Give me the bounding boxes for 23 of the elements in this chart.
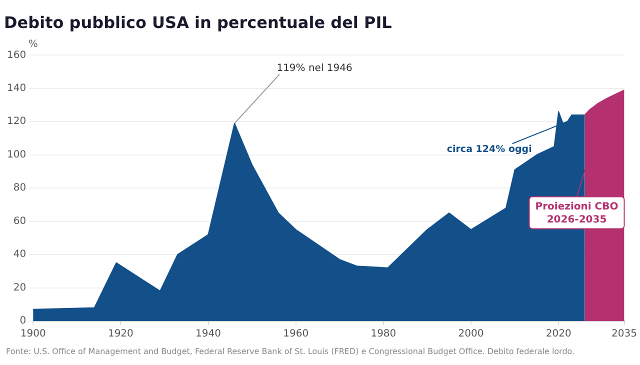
annotation: 119% nel 1946 bbox=[276, 62, 352, 74]
y-tick-label: 160 bbox=[6, 50, 26, 61]
y-tick-label: 60 bbox=[13, 216, 26, 227]
y-tick-label: 100 bbox=[6, 149, 26, 160]
x-tick-label: 1980 bbox=[370, 328, 396, 340]
annotation: Proiezioni CBO 2026-2035 bbox=[535, 201, 618, 226]
x-tick-label: 1900 bbox=[20, 328, 46, 340]
x-tick-label: 2000 bbox=[458, 328, 484, 340]
x-tick-label: 1920 bbox=[108, 328, 134, 340]
y-tick-label: 40 bbox=[13, 249, 26, 260]
source-note: Fonte: U.S. Office of Management and Budget, Federal Reserve Bank of St. Louis (FRED) e Congressional Budget Office. Debito federale lordo. bbox=[6, 347, 575, 356]
y-tick-label: 80 bbox=[13, 182, 26, 194]
y-tick-label: 140 bbox=[6, 83, 26, 94]
annotation: circa 124% oggi bbox=[446, 144, 532, 156]
x-tick-label: 1960 bbox=[283, 328, 309, 340]
chart-title: Debito pubblico USA in percentuale del PIL bbox=[4, 12, 392, 32]
y-tick-label: 20 bbox=[13, 282, 26, 294]
y-tick-label: 0 bbox=[20, 316, 26, 327]
x-tick-label: 2035 bbox=[612, 328, 637, 340]
y-axis-title: % bbox=[28, 38, 38, 50]
x-tick-label: 2020 bbox=[546, 328, 572, 340]
y-tick-label: 120 bbox=[6, 116, 26, 128]
x-tick-label: 1940 bbox=[196, 328, 221, 340]
